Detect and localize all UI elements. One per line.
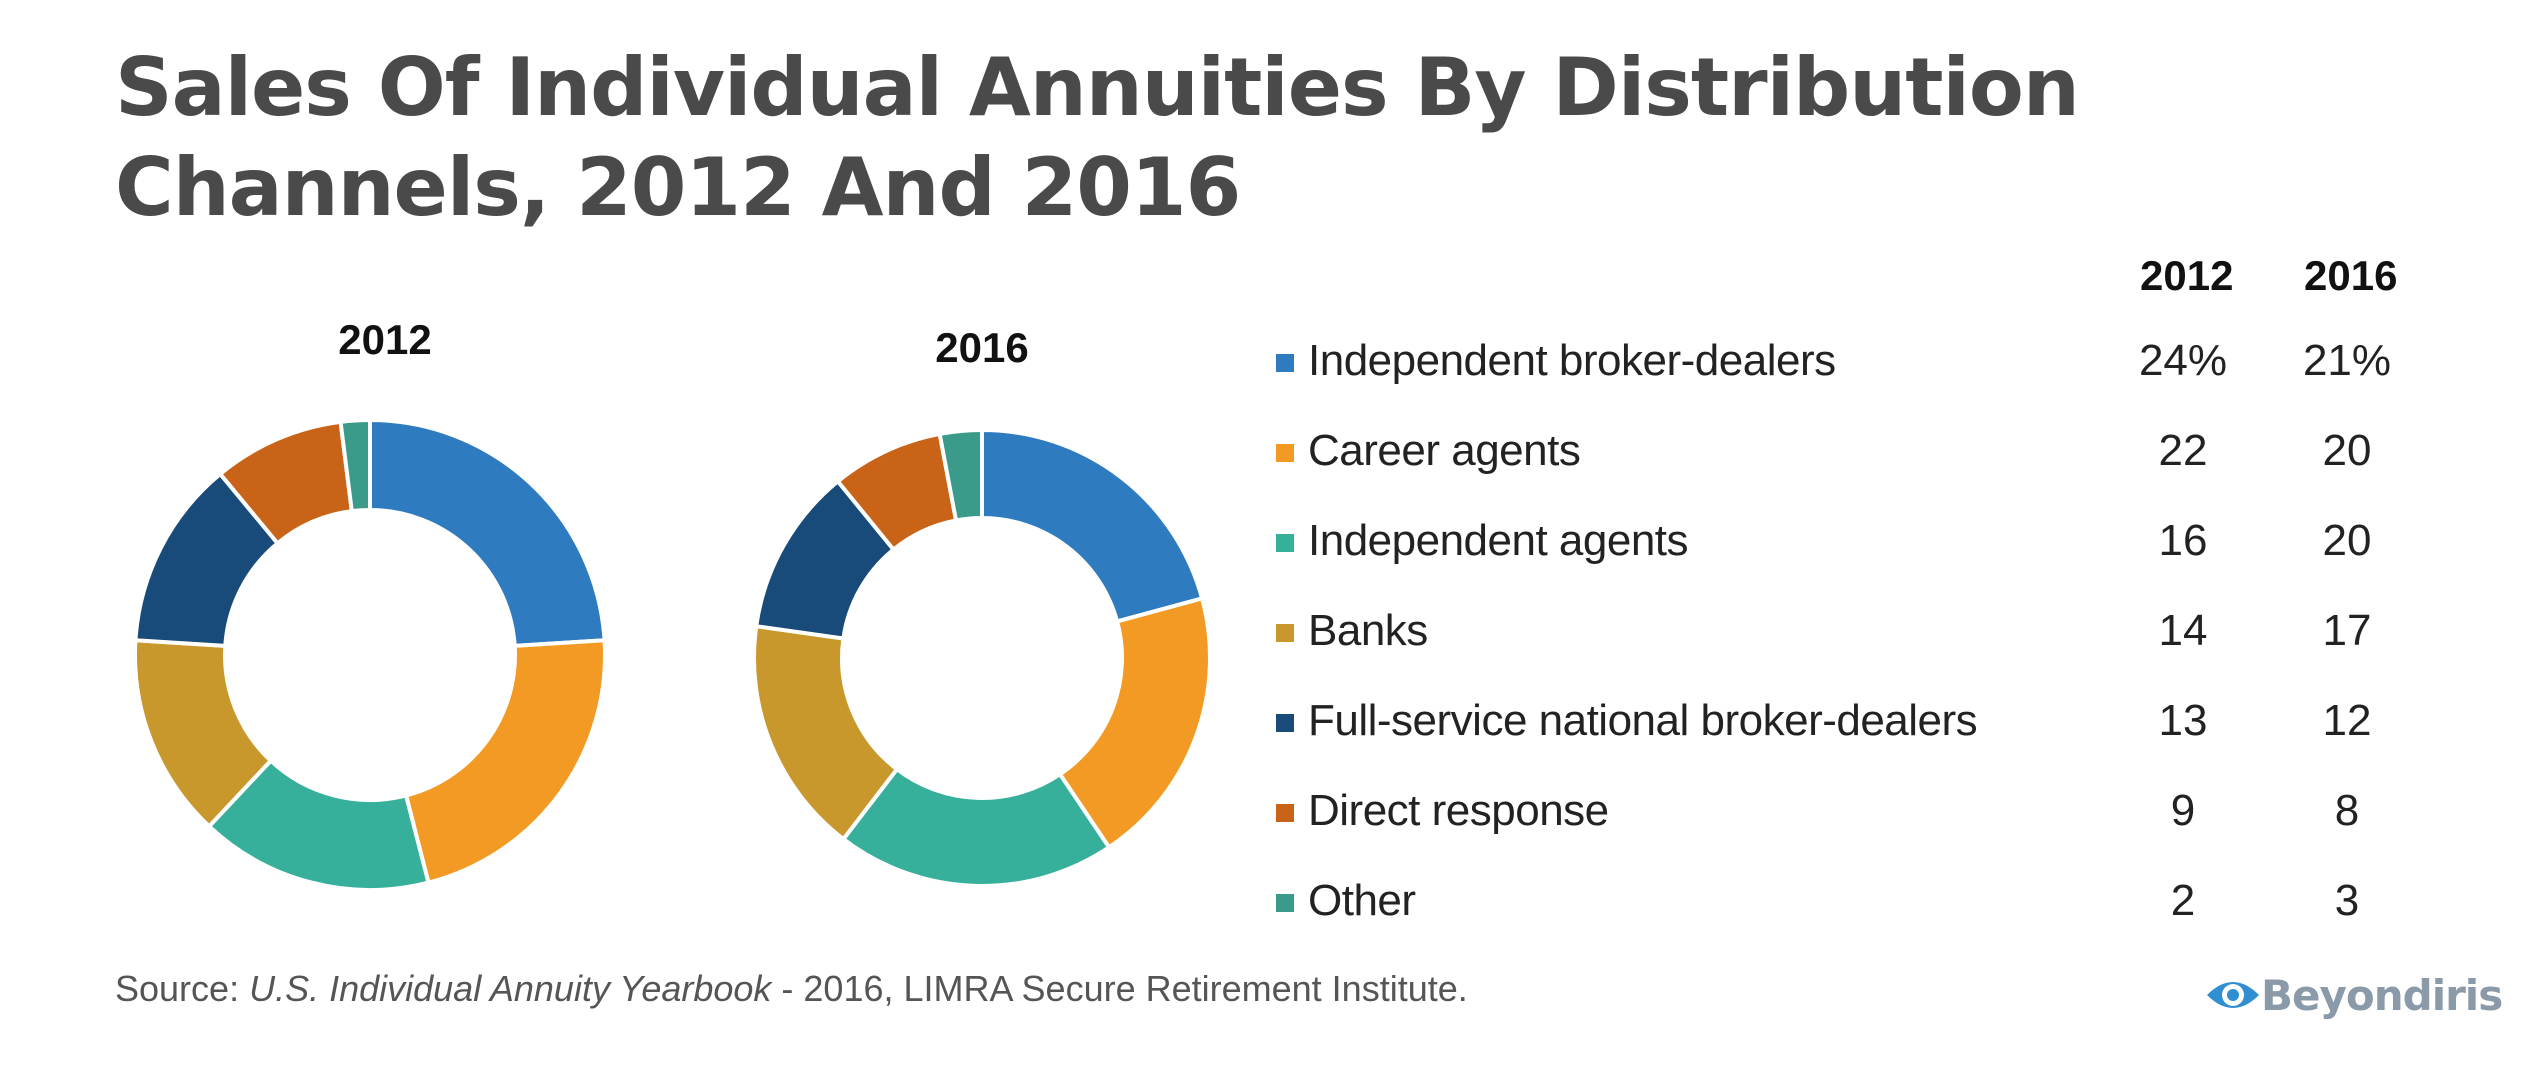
donut-slice-independent-agents [840,766,1112,888]
source-suffix: - 2016, LIMRA Secure Retirement Institut… [771,968,1468,1009]
value-2016: 3 [2334,876,2360,925]
donut-slices [752,427,1212,888]
donut-chart-2016: 2016 [740,320,1240,920]
channel-label: Career agents [1308,426,1581,475]
value-2012: 13 [2158,696,2208,745]
table-row: Independent agents 16 20 [1268,510,2468,580]
value-2012: 9 [2170,786,2196,835]
table-row: Direct response 9 8 [1268,780,2468,850]
donut-chart-2012-svg: 2012 [133,316,607,892]
column-header-2016: 2016 [2304,252,2398,299]
column-header-2012: 2012 [2140,252,2234,299]
donut-slice-other [338,417,372,514]
legend-swatch [1276,444,1294,462]
value-2016: 21% [2302,336,2392,385]
table-row: Other 2 3 [1268,870,2468,940]
channel-label: Other [1308,876,1416,925]
legend-swatch [1276,534,1294,552]
channel-label: Independent broker-dealers [1308,336,1836,385]
channel-label: Direct response [1308,786,1609,835]
value-2012: 22 [2158,426,2208,475]
value-2016: 12 [2322,696,2372,745]
logo-wordmark: Beyondiris [2261,970,2503,1020]
value-2016: 17 [2322,606,2372,655]
donut-slice-independent-broker-dealers [368,417,607,649]
source-note: Source: U.S. Individual Annuity Yearbook… [115,968,1468,1010]
value-2012: 14 [2158,606,2208,655]
legend-swatch [1276,804,1294,822]
value-2016: 20 [2322,516,2372,565]
channel-label: Banks [1308,606,1428,655]
chart-title: 2012 [338,316,431,363]
legend-swatch [1276,354,1294,372]
value-2016: 20 [2322,426,2372,475]
table-row: Banks 14 17 [1268,600,2468,670]
page-title: Sales Of Individual Annuities By Distrib… [115,41,2080,234]
value-2012: 2 [2170,876,2196,925]
chart-title: 2016 [935,324,1028,371]
value-2012: 24% [2138,336,2228,385]
donut-chart-2016-svg: 2016 [752,324,1212,888]
channel-label: Full-service national broker-dealers [1308,696,1978,745]
table-row: Independent broker-dealers 24% 21% [1268,330,2468,400]
brand-logo: Beyondiris [2205,965,2503,1025]
donut-slices [133,417,607,892]
source-publication: U.S. Individual Annuity Yearbook [249,968,772,1009]
legend-swatch [1276,624,1294,642]
donut-chart-2012: 2012 [115,310,635,920]
donut-slice-other [937,427,984,523]
legend-swatch [1276,714,1294,732]
table-row: Full-service national broker-dealers 13 12 [1268,690,2468,760]
legend-swatch [1276,894,1294,912]
source-prefix: Source: [115,968,250,1009]
channel-label: Independent agents [1308,516,1689,565]
value-2016: 8 [2334,786,2360,835]
value-2012: 16 [2158,516,2208,565]
table-row: Career agents 22 20 [1268,420,2468,490]
eye-icon [2207,982,2259,1008]
donut-slice-career-agents [403,638,607,886]
donut-slice-independent-broker-dealers [980,427,1205,624]
donut-slice-career-agents [1057,595,1212,851]
